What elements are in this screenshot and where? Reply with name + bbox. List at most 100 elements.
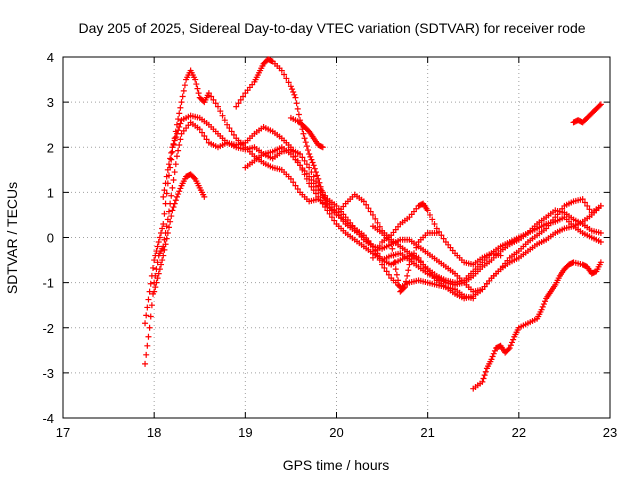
data-point (162, 200, 169, 207)
data-point (205, 90, 212, 97)
data-point (176, 123, 183, 130)
data-point (480, 375, 487, 382)
data-point (391, 259, 398, 266)
data-point (581, 199, 588, 206)
data-point (597, 259, 604, 266)
axis-ticks (62, 56, 611, 419)
data-point (389, 245, 396, 252)
data-point (152, 252, 159, 259)
data-point (175, 116, 182, 123)
data-point (376, 242, 383, 249)
data-point (315, 175, 322, 182)
data-point (426, 211, 433, 218)
data-point (159, 257, 166, 264)
data-point (422, 264, 429, 271)
data-point (201, 193, 208, 200)
data-point (405, 267, 412, 274)
data-point (417, 258, 424, 265)
data-point (317, 183, 324, 190)
data-point (413, 244, 420, 251)
data-point (164, 229, 171, 236)
data-point (179, 93, 186, 100)
x-tick-labels: 17 18 19 20 21 22 23 (56, 425, 617, 440)
y-tick-label: -4 (42, 411, 54, 426)
data-point (170, 140, 177, 147)
data-point (175, 127, 182, 134)
data-point (217, 108, 224, 115)
data-point (199, 129, 206, 136)
data-point (393, 271, 400, 278)
data-point (540, 301, 547, 308)
data-point (506, 345, 513, 352)
data-point (539, 303, 546, 310)
data-point (191, 174, 198, 181)
data-point (429, 216, 436, 223)
data-point (292, 94, 299, 101)
data-point (155, 239, 162, 246)
data-point (158, 229, 165, 236)
data-point (319, 144, 326, 151)
data-point (596, 102, 603, 109)
data-point (170, 204, 177, 211)
data-point (323, 200, 330, 207)
data-point (436, 228, 443, 235)
data-point (381, 264, 388, 271)
data-point (142, 360, 149, 367)
data-point (178, 99, 185, 106)
data-point (165, 208, 172, 215)
data-point (597, 229, 604, 236)
data-point (210, 96, 217, 103)
data-point (142, 320, 149, 327)
data-point (283, 75, 290, 82)
data-point (151, 288, 158, 295)
data-point (285, 79, 292, 86)
data-point (400, 285, 407, 292)
data-point (586, 206, 593, 213)
data-point (228, 128, 235, 135)
data-point (314, 172, 321, 179)
data-point (176, 110, 183, 117)
data-point (369, 243, 376, 250)
x-tick-label: 18 (147, 425, 161, 440)
data-point (505, 346, 512, 353)
data-point (374, 219, 381, 226)
data-point (240, 93, 247, 100)
data-point (431, 220, 438, 227)
data-point (237, 96, 244, 103)
data-point (154, 259, 161, 266)
data-point (415, 254, 422, 261)
data-point (291, 91, 298, 98)
data-point (300, 130, 307, 137)
data-point (167, 155, 174, 162)
data-point (287, 83, 294, 90)
data-point (165, 224, 172, 231)
data-point (170, 176, 177, 183)
data-point (167, 218, 174, 225)
data-point (281, 71, 288, 78)
y-tick-label: 3 (47, 95, 54, 110)
data-point (289, 86, 296, 93)
data-point (171, 137, 178, 144)
data-point (295, 111, 302, 118)
y-axis-label: SDTVAR / TECUs (4, 182, 20, 294)
data-point (155, 270, 162, 277)
x-axis-label: GPS time / hours (283, 457, 390, 473)
data-point (177, 120, 184, 127)
data-point (145, 333, 152, 340)
data-point (308, 176, 315, 183)
data-point (316, 179, 323, 186)
y-tick-label: -3 (42, 366, 54, 381)
data-point (172, 197, 179, 204)
y-tick-label: 4 (47, 50, 54, 65)
data-point (383, 268, 390, 275)
data-point (490, 350, 497, 357)
data-point (161, 246, 168, 253)
data-point (420, 261, 427, 268)
x-tick-label: 17 (56, 425, 70, 440)
x-tick-label: 19 (238, 425, 252, 440)
y-tick-label: 0 (47, 231, 54, 246)
data-point (181, 82, 188, 89)
data-point (507, 342, 514, 349)
data-point (294, 185, 301, 192)
